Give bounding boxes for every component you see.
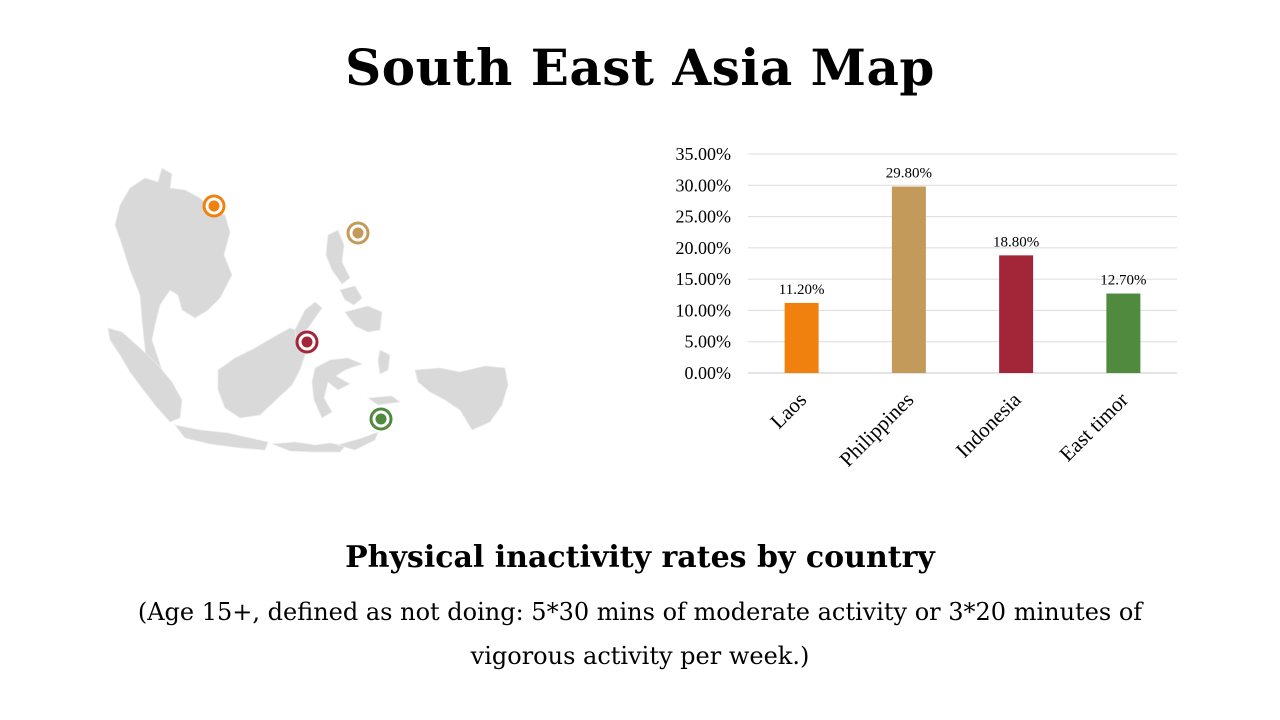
y-tick-label: 10.00%: [676, 300, 732, 320]
map-landmass: [107, 167, 509, 453]
island-lesser-sundas: [271, 441, 346, 453]
x-tick-label: Indonesia: [951, 387, 1026, 462]
island-seram: [366, 395, 402, 406]
island-timor: [336, 431, 379, 451]
island-new-guinea: [414, 365, 509, 431]
y-tick-label: 5.00%: [685, 332, 732, 352]
x-tick-label: Philippines: [835, 388, 919, 472]
map-markers: [202, 194, 393, 431]
island-mindanao: [344, 305, 383, 333]
data-label: 29.80%: [886, 166, 932, 182]
island-sulawesi: [311, 357, 364, 419]
bar-philippines: [891, 186, 926, 373]
x-tick-label: East timor: [1054, 388, 1132, 466]
mainland-indochina: [114, 167, 233, 411]
y-tick-label: 30.00%: [676, 175, 732, 195]
bar-indonesia: [999, 255, 1034, 373]
y-tick-label: 0.00%: [685, 363, 732, 383]
data-label: 11.20%: [779, 282, 825, 298]
island-palawan: [294, 301, 323, 339]
island-luzon: [325, 229, 351, 285]
laos-marker: [202, 194, 226, 218]
philippines-marker: [346, 221, 370, 245]
bar-east-timor: [1106, 293, 1141, 373]
island-moluccas: [377, 349, 391, 375]
chart-caption-note: (Age 15+, defined as not doing: 5*30 min…: [137, 598, 1143, 670]
southeast-asia-map: [107, 167, 509, 453]
island-sumatra: [107, 327, 183, 423]
chart-caption-title: Physical inactivity rates by country: [345, 540, 935, 575]
bar-laos: [784, 302, 819, 373]
data-label: 18.80%: [993, 234, 1039, 250]
data-label: 12.70%: [1100, 273, 1146, 289]
page-title: South East Asia Map: [345, 38, 935, 97]
east-timor-marker: [369, 407, 393, 431]
y-tick-label: 15.00%: [676, 269, 732, 289]
island-borneo: [217, 327, 311, 419]
y-tick-label: 25.00%: [676, 207, 732, 227]
inactivity-bar-chart: 0.00% 5.00% 10.00% 15.00% 20.00% 25.00% 30.00%…: [676, 144, 1177, 472]
y-tick-label: 20.00%: [676, 238, 732, 258]
island-visayas: [339, 285, 363, 306]
indonesia-marker: [295, 330, 319, 354]
x-tick-label: Laos: [765, 388, 811, 434]
y-tick-label: 35.00%: [676, 144, 732, 164]
island-java: [174, 424, 269, 451]
